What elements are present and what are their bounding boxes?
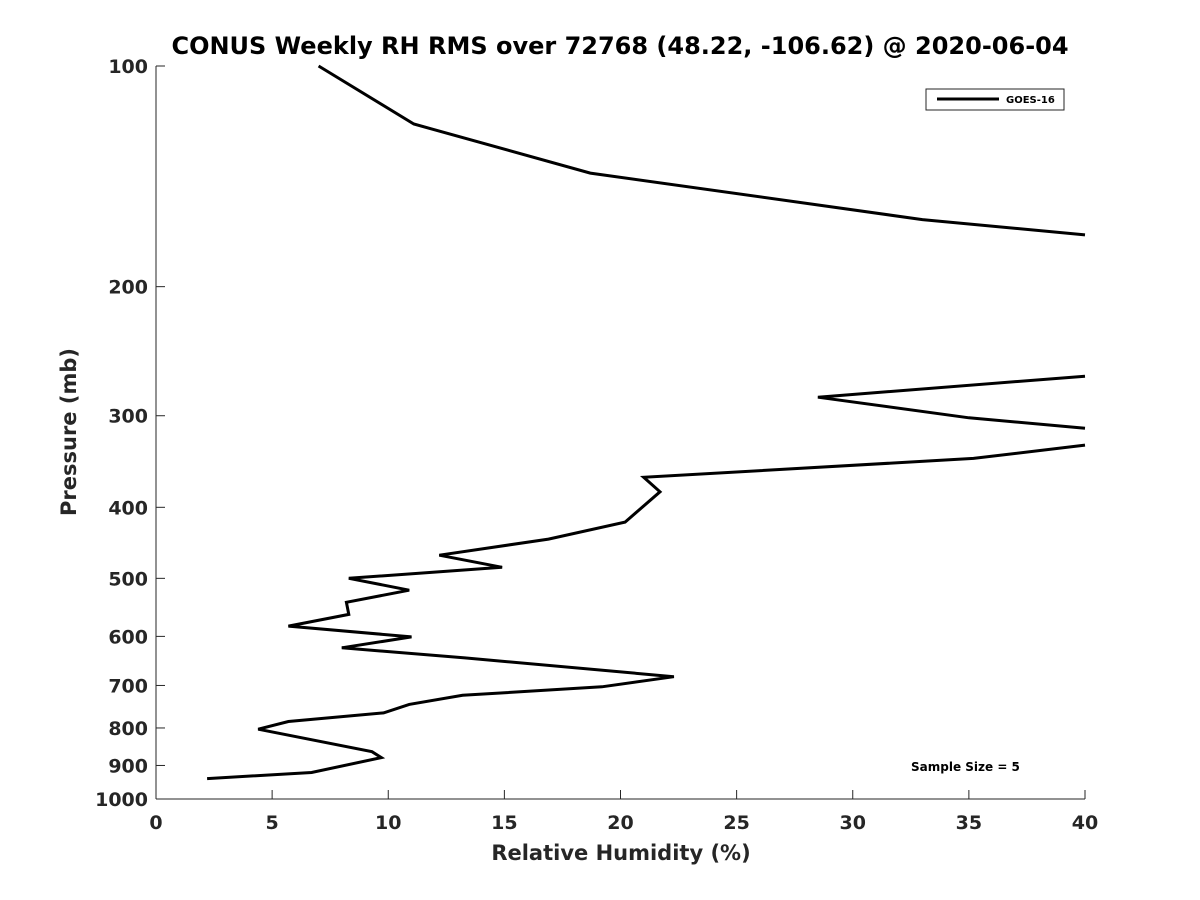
x-tick-label: 10 [375,812,401,834]
x-tick-label: 5 [266,812,279,834]
plot-area [155,64,1086,800]
y-tick-label: 900 [108,755,148,777]
y-tick-label: 400 [108,497,148,519]
sample-size-annotation: Sample Size = 5 [911,760,1020,774]
x-axis-ticks: 0 5 10 15 20 25 30 35 40 [149,790,1098,834]
series-line-goes-16 [207,443,1086,781]
legend: GOES-16 [925,88,1065,111]
x-tick-label: 25 [723,812,749,834]
legend-label-goes-16: GOES-16 [1006,95,1055,106]
y-tick-label: 1000 [95,789,148,811]
chart-title: CONUS Weekly RH RMS over 72768 (48.22, -… [171,32,1068,60]
y-tick-label: 600 [108,626,148,648]
x-tick-label: 0 [149,812,162,834]
x-axis-label: Relative Humidity (%) [491,841,750,865]
x-tick-label: 40 [1072,812,1098,834]
y-tick-label: 500 [108,568,148,590]
y-axis-label: Pressure (mb) [57,348,81,516]
y-tick-label: 300 [108,406,148,428]
y-tick-label: 800 [108,718,148,740]
series-line-goes-16 [317,64,1086,237]
x-tick-label: 20 [607,812,633,834]
y-tick-label: 200 [108,277,148,299]
y-axis-ticks: 100 200 300 400 500 600 700 800 900 1000 [95,56,165,811]
x-tick-label: 15 [491,812,517,834]
x-tick-label: 30 [840,812,866,834]
y-tick-label: 700 [108,675,148,697]
series-line-goes-16 [817,374,1086,430]
y-tick-label: 100 [108,56,148,78]
x-tick-label: 35 [956,812,982,834]
